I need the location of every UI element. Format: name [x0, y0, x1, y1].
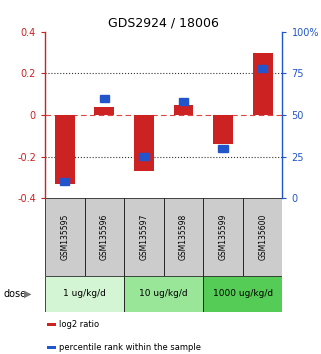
Bar [139, 153, 149, 160]
Bar [164, 198, 203, 276]
Bar [55, 115, 75, 184]
Bar [218, 144, 228, 152]
Bar [179, 98, 188, 105]
Bar [45, 276, 124, 312]
Text: GSM135598: GSM135598 [179, 214, 188, 260]
Bar [213, 115, 233, 144]
Text: GSM135600: GSM135600 [258, 214, 267, 261]
Bar [253, 53, 273, 115]
Bar [45, 198, 84, 276]
Text: percentile rank within the sample: percentile rank within the sample [59, 343, 201, 352]
Bar [47, 323, 56, 326]
Bar [84, 198, 124, 276]
Bar [258, 65, 267, 72]
Text: GSM135597: GSM135597 [139, 214, 148, 261]
Text: GSM135595: GSM135595 [60, 214, 69, 261]
Bar [60, 178, 69, 185]
Text: log2 ratio: log2 ratio [59, 320, 99, 329]
Bar [203, 276, 282, 312]
Text: 10 ug/kg/d: 10 ug/kg/d [139, 289, 188, 298]
Bar [203, 198, 243, 276]
Bar [124, 276, 203, 312]
Bar [47, 346, 56, 349]
Bar [134, 115, 154, 171]
Text: 1 ug/kg/d: 1 ug/kg/d [63, 289, 106, 298]
Title: GDS2924 / 18006: GDS2924 / 18006 [108, 16, 219, 29]
Bar [124, 198, 164, 276]
Text: 1000 ug/kg/d: 1000 ug/kg/d [213, 289, 273, 298]
Text: ▶: ▶ [24, 289, 31, 299]
Text: GSM135599: GSM135599 [219, 214, 228, 261]
Text: dose: dose [3, 289, 26, 299]
Text: GSM135596: GSM135596 [100, 214, 109, 261]
Bar [100, 95, 109, 102]
Bar [174, 105, 193, 115]
Bar [94, 107, 114, 115]
Bar [243, 198, 282, 276]
